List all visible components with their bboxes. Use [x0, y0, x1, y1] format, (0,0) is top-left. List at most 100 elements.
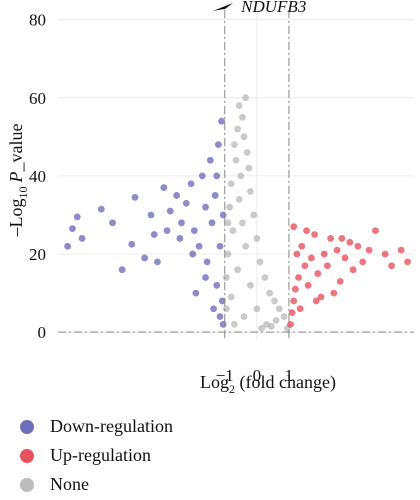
legend-swatch [20, 477, 34, 492]
data-point [189, 250, 197, 258]
data-point [178, 219, 185, 227]
data-point [163, 227, 171, 235]
data-point [64, 242, 72, 250]
data-point [247, 188, 254, 195]
data-point [222, 305, 230, 313]
data-point [320, 250, 328, 258]
data-point [218, 297, 226, 305]
data-point [216, 313, 224, 320]
axis-ticks: 0 20 40 60 80 −1 0 1 [29, 11, 293, 385]
data-point [213, 281, 221, 289]
data-point [69, 225, 76, 233]
data-point [202, 274, 209, 281]
data-point [240, 133, 248, 141]
data-point [234, 125, 242, 133]
data-point [195, 242, 203, 250]
data-point [341, 254, 349, 262]
data-point [267, 322, 275, 330]
legend-item-none: None [20, 470, 173, 499]
data-point [381, 250, 389, 258]
legend-label: None [50, 474, 89, 494]
data-point [141, 254, 148, 262]
data-point [229, 227, 237, 235]
data-point [219, 211, 227, 219]
data-point [314, 270, 322, 277]
data-point [372, 227, 379, 235]
x-axis-title: Log2 (fold change) [200, 372, 336, 396]
data-point [336, 277, 344, 285]
data-point [218, 117, 225, 125]
data-point [324, 262, 331, 270]
threshold-lines [58, 10, 414, 340]
data-point [78, 235, 86, 242]
data-point [242, 94, 250, 102]
data-point [213, 172, 221, 180]
legend-item-down: Down-regulation [20, 412, 173, 441]
data-point [271, 297, 278, 305]
data-point [202, 203, 209, 211]
data-point [147, 211, 155, 219]
data-point [311, 231, 318, 238]
gene-annotation: NDUFB3 [213, 0, 306, 16]
data-point [214, 141, 222, 149]
legend-swatch [20, 448, 34, 463]
annotation-arrow-icon [213, 2, 234, 11]
data-point [234, 266, 242, 274]
data-point [210, 305, 217, 313]
data-point [211, 192, 219, 199]
data-point [232, 156, 240, 164]
data-point [301, 262, 309, 270]
data-point [216, 242, 224, 250]
data-point [242, 242, 250, 250]
data-point [227, 293, 235, 301]
data-point [239, 113, 246, 121]
data-point [304, 281, 312, 289]
data-point [150, 231, 158, 238]
y-tick-label: 40 [29, 167, 46, 186]
legend-label: Down-regulation [50, 416, 173, 436]
data-point [298, 242, 306, 250]
data-point [131, 193, 139, 201]
data-point [327, 235, 335, 242]
data-point [97, 205, 105, 213]
data-point [349, 266, 357, 274]
legend-item-up: Up-regulation [20, 441, 173, 470]
data-point [154, 258, 161, 266]
data-point [258, 324, 266, 332]
legend-label: Up-regulation [50, 445, 151, 465]
data-point [73, 213, 81, 221]
data-point [296, 305, 304, 313]
data-point [303, 227, 310, 235]
data-point [230, 320, 238, 328]
data-point [359, 258, 367, 266]
data-point [397, 246, 405, 254]
data-point [312, 297, 320, 305]
data-point [256, 258, 264, 266]
data-point [240, 313, 248, 320]
legend-swatch [20, 419, 34, 434]
data-point [293, 250, 301, 258]
data-point [176, 235, 184, 242]
data-point [239, 219, 246, 227]
data-point [198, 172, 206, 180]
data-point [404, 258, 411, 266]
data-point [290, 297, 298, 305]
data-point [227, 180, 235, 188]
data-point [245, 164, 253, 172]
data-points [64, 94, 411, 332]
y-tick-label: 20 [29, 245, 46, 264]
data-point [230, 141, 238, 149]
data-point [128, 240, 136, 248]
x-tick-label: 0 [253, 366, 262, 385]
data-point [224, 250, 232, 258]
data-point [109, 219, 116, 227]
data-point [118, 266, 126, 274]
data-point [272, 317, 280, 324]
data-point [173, 192, 181, 199]
grid-lines [58, 4, 414, 340]
data-point [291, 285, 299, 293]
data-point [287, 320, 294, 328]
data-point [261, 274, 269, 281]
data-point [290, 223, 298, 231]
